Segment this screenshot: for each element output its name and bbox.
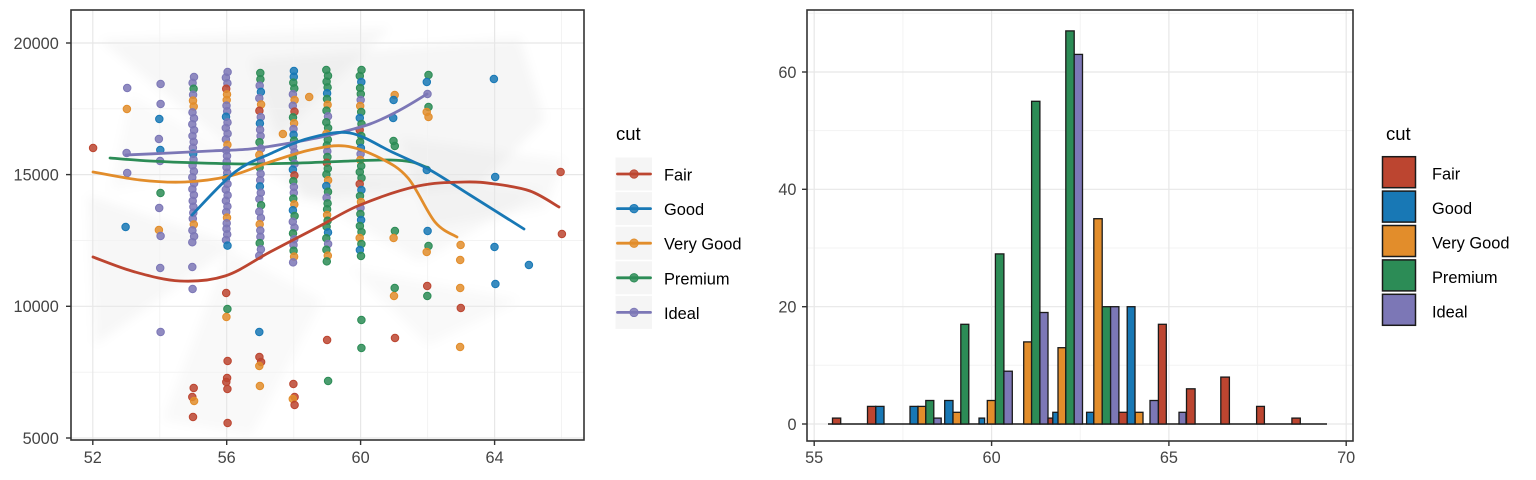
- svg-text:Ideal: Ideal: [1432, 303, 1468, 321]
- svg-text:40: 40: [778, 181, 796, 199]
- svg-text:cut: cut: [616, 123, 641, 144]
- svg-text:60: 60: [983, 449, 1001, 467]
- svg-text:60: 60: [352, 449, 370, 467]
- svg-text:64: 64: [486, 449, 504, 467]
- svg-text:55: 55: [805, 449, 823, 467]
- svg-text:Very Good: Very Good: [1432, 235, 1509, 253]
- svg-text:Good: Good: [664, 201, 704, 219]
- svg-text:52: 52: [84, 449, 102, 467]
- svg-text:10000: 10000: [14, 298, 59, 316]
- svg-text:70: 70: [1337, 449, 1355, 467]
- svg-text:Very Good: Very Good: [664, 236, 741, 254]
- svg-text:Premium: Premium: [1432, 269, 1498, 287]
- svg-text:65: 65: [1160, 449, 1178, 467]
- svg-text:Premium: Premium: [664, 270, 730, 288]
- svg-text:20000: 20000: [14, 35, 59, 53]
- svg-text:Good: Good: [1432, 200, 1472, 218]
- svg-text:20: 20: [778, 299, 796, 317]
- svg-text:5000: 5000: [23, 430, 59, 448]
- svg-text:Fair: Fair: [1432, 166, 1461, 184]
- svg-text:cut: cut: [1386, 123, 1411, 144]
- svg-text:0: 0: [787, 416, 796, 434]
- svg-text:Ideal: Ideal: [664, 305, 700, 323]
- svg-text:15000: 15000: [14, 166, 59, 184]
- svg-text:60: 60: [778, 64, 796, 82]
- svg-text:56: 56: [218, 449, 236, 467]
- svg-text:Fair: Fair: [664, 167, 693, 185]
